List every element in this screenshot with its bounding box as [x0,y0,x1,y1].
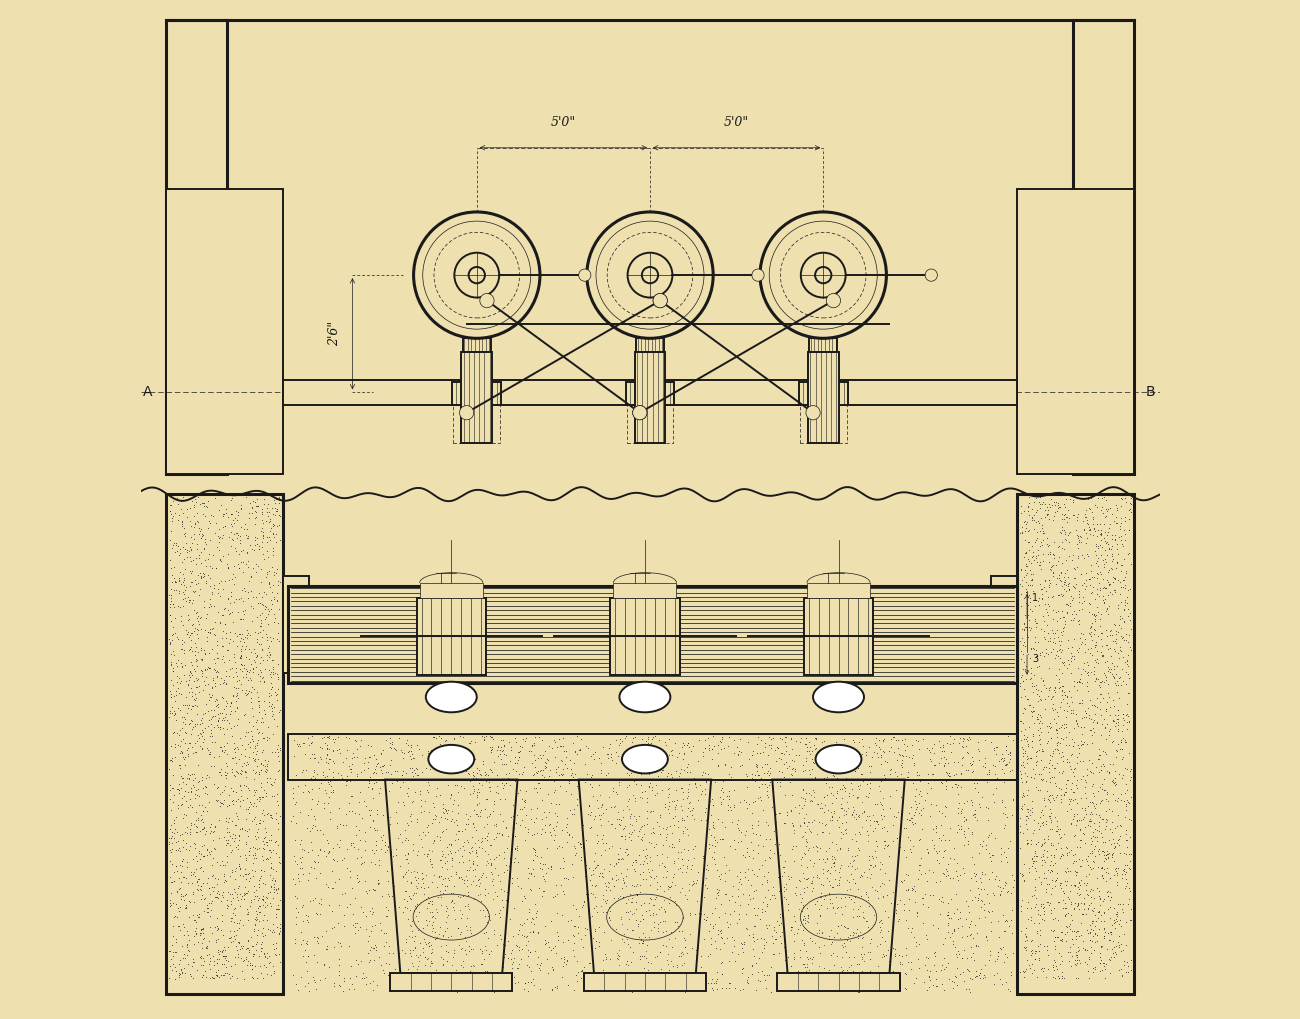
Ellipse shape [815,745,862,773]
Ellipse shape [619,682,671,712]
Circle shape [633,406,647,420]
Bar [166,494,283,994]
Bar [462,352,493,443]
Circle shape [751,269,764,281]
Circle shape [642,267,658,283]
Bar [809,338,837,405]
Bar [636,338,664,405]
Bar [289,734,1017,780]
Bar [454,405,500,443]
Bar [140,494,1160,994]
Text: 5'0": 5'0" [724,116,749,129]
Circle shape [633,406,647,420]
Bar [166,189,283,474]
Circle shape [806,406,820,420]
Bar [289,586,1017,683]
Bar [420,583,482,598]
Bar [283,576,308,673]
Bar [777,973,900,991]
Bar [283,380,1017,405]
Bar [800,405,846,443]
Bar [416,598,486,675]
Bar [807,352,838,443]
Circle shape [653,293,667,308]
Bar [798,382,848,405]
Text: 5'0": 5'0" [551,116,576,129]
Ellipse shape [429,745,474,773]
Bar [140,20,1160,474]
Ellipse shape [621,745,668,773]
Bar [1072,20,1134,474]
Bar [807,583,870,598]
Circle shape [815,267,832,283]
Circle shape [578,269,592,281]
Ellipse shape [426,682,477,712]
Circle shape [480,293,494,308]
Bar [803,598,874,675]
Text: 1: 1 [1032,593,1039,603]
Bar [610,598,680,675]
Bar [1017,189,1134,474]
Bar [627,405,673,443]
Circle shape [459,406,473,420]
Bar [614,583,676,598]
Bar [390,973,512,991]
Bar [463,338,491,405]
Bar [1017,494,1134,994]
Bar [992,576,1017,673]
Text: 3: 3 [1032,654,1039,664]
Bar [584,973,706,991]
Bar [634,352,666,443]
Bar [452,382,502,405]
Bar [166,20,228,474]
Circle shape [926,269,937,281]
Ellipse shape [812,682,864,712]
Bar [625,382,675,405]
Circle shape [827,293,841,308]
Circle shape [653,293,667,308]
Text: B: B [1145,385,1156,399]
Circle shape [468,267,485,283]
Text: 2'6": 2'6" [328,321,341,346]
Text: A: A [143,385,152,399]
